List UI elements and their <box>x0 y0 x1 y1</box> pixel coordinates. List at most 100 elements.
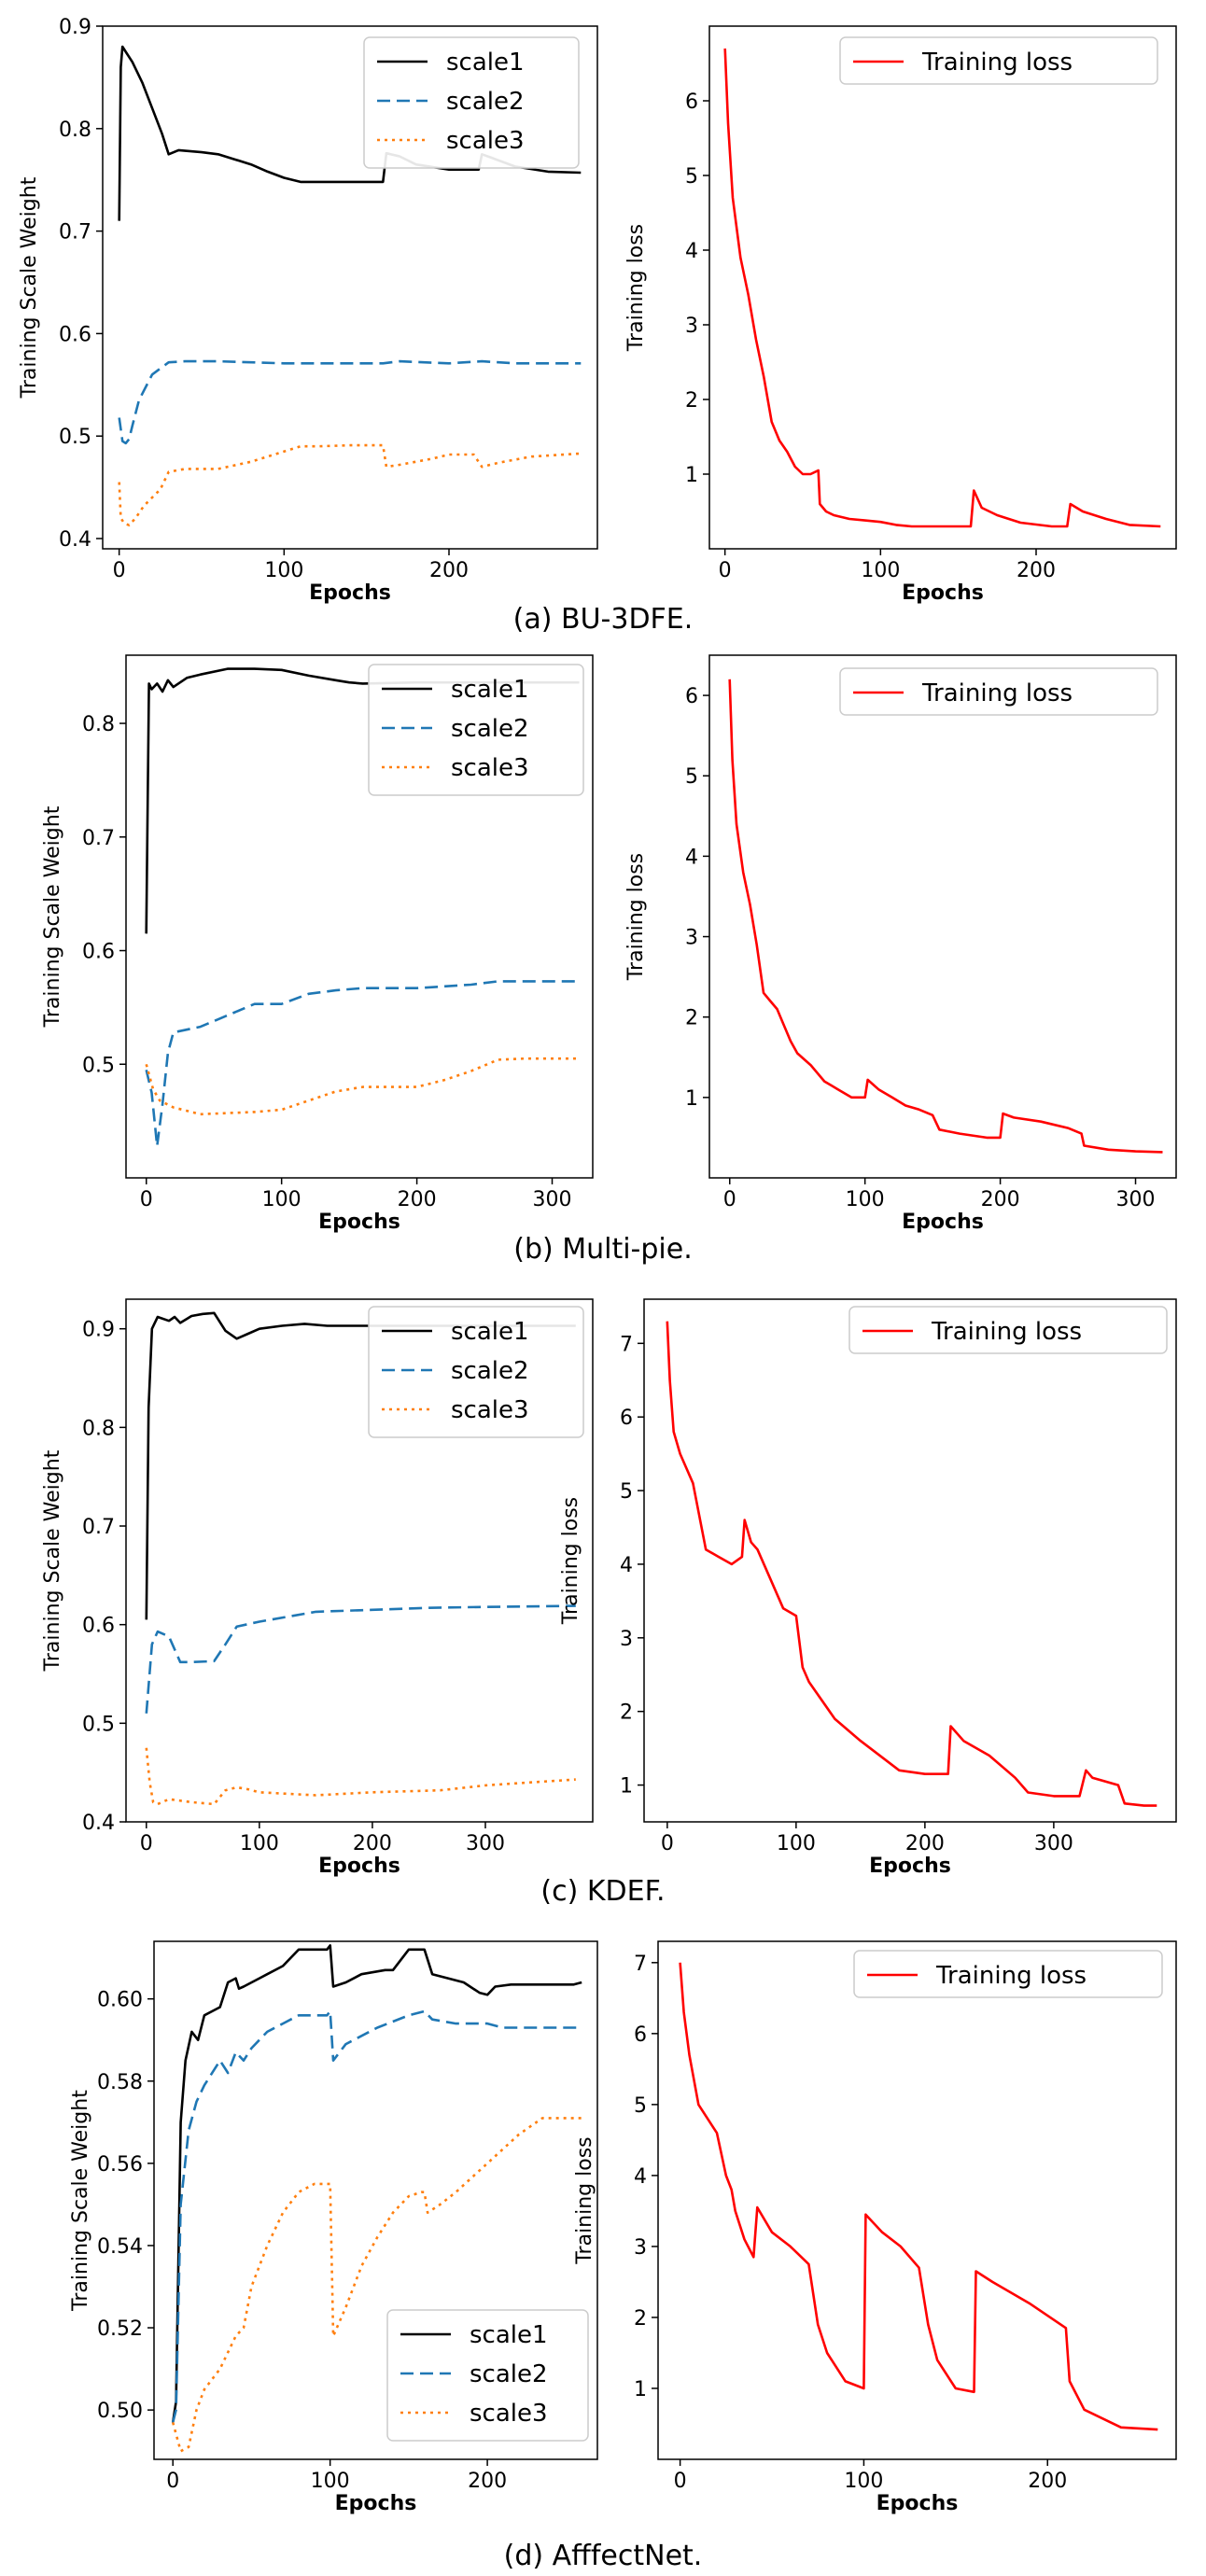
chart-panel-3: 0 100 200 300 0.5 0.6 0.7 0.8 Epochs Training Sca… <box>41 654 594 1234</box>
legend-label: scale2 <box>446 88 525 116</box>
y-tick-label: 0.9 <box>59 16 91 39</box>
y-tick-label: 0.60 <box>97 1989 143 2012</box>
legend-label: scale2 <box>451 715 529 743</box>
chart-panel-4: 0 100 200 300 1 2 3 4 5 6 Epochs Training loss Train… <box>624 654 1177 1234</box>
x-tick-label: 0 <box>113 559 126 582</box>
series-line-scale2 <box>145 1604 576 1714</box>
legend-box <box>839 667 1158 716</box>
y-tick-label: 0.58 <box>97 2071 143 2094</box>
y-tick-label: 0.8 <box>82 1417 115 1440</box>
chart-panel-6: 0 100 200 300 1 2 3 4 5 6 7 Epochs Training loss Trai… <box>559 1298 1177 1878</box>
y-tick-label: 6 <box>685 91 698 114</box>
legend-box <box>839 36 1158 85</box>
y-tick-label: 0.8 <box>82 713 115 736</box>
plot-frame <box>708 25 1177 550</box>
series-line-scale2 <box>145 980 580 1148</box>
series-line-scale3 <box>145 1057 580 1116</box>
x-tick-label: 200 <box>398 1188 437 1211</box>
y-tick-label: 0.5 <box>59 426 91 449</box>
x-tick-label: 0 <box>723 1188 736 1211</box>
series-line-training-loss <box>728 679 1163 1154</box>
legend-label: scale3 <box>470 2400 548 2428</box>
y-axis-label: Training loss <box>573 2136 596 2264</box>
x-axis-label: Epochs <box>902 1211 984 1234</box>
legend-box <box>363 36 580 169</box>
x-axis-label: Epochs <box>902 581 984 605</box>
x-tick-label: 200 <box>353 1832 392 1855</box>
series-line-scale2 <box>171 2009 582 2423</box>
legend-label: scale1 <box>451 1318 529 1346</box>
legend: scale1 scale2 scale3 <box>386 2309 589 2442</box>
x-tick-label: 200 <box>1028 2470 1067 2493</box>
y-tick-label: 0.8 <box>59 119 91 142</box>
y-tick-label: 5 <box>685 765 698 789</box>
x-axis-label: Epochs <box>309 581 391 605</box>
x-tick-label: 200 <box>1017 559 1056 582</box>
y-tick-label: 4 <box>685 846 698 869</box>
x-tick-label: 100 <box>844 2470 883 2493</box>
y-tick-label: 0.5 <box>82 1054 115 1077</box>
y-tick-label: 0.4 <box>59 528 91 552</box>
x-axis-label: Epochs <box>318 1211 400 1234</box>
y-tick-label: 0.7 <box>59 221 91 245</box>
legend-label: scale1 <box>451 676 529 704</box>
legend: scale1 scale2 scale3 <box>363 36 580 169</box>
y-tick-label: 7 <box>634 1953 647 1976</box>
legend-label: scale3 <box>451 754 529 782</box>
legend-label: scale2 <box>451 1357 529 1385</box>
x-tick-label: 0 <box>661 1832 674 1855</box>
y-tick-label: 2 <box>620 1701 633 1725</box>
x-axis-label: Epochs <box>318 1855 400 1878</box>
plot-frame <box>102 25 598 550</box>
y-axis-label: Training loss <box>624 224 648 352</box>
y-tick-label: 0.6 <box>82 941 115 964</box>
x-tick-label: 200 <box>981 1188 1020 1211</box>
y-tick-label: 4 <box>685 240 698 263</box>
x-tick-label: 100 <box>846 1188 885 1211</box>
series-line-training-loss <box>666 1321 1157 1807</box>
y-tick-label: 1 <box>685 1087 698 1111</box>
y-tick-label: 3 <box>620 1628 633 1651</box>
y-tick-label: 0.52 <box>97 2317 143 2341</box>
legend-box <box>368 664 584 796</box>
plot-frame <box>643 1298 1177 1823</box>
legend-box <box>848 1306 1168 1354</box>
caption-c: (c) KDEF. <box>540 1875 665 1908</box>
y-tick-label: 0.50 <box>97 2400 143 2423</box>
y-tick-label: 3 <box>685 927 698 950</box>
y-tick-label: 1 <box>685 464 698 487</box>
legend: scale1 scale2 scale3 <box>368 664 584 796</box>
plot-frame <box>153 1940 598 2460</box>
x-tick-label: 100 <box>861 559 900 582</box>
legend-label: scale1 <box>446 49 525 77</box>
x-tick-label: 200 <box>905 1832 945 1855</box>
x-tick-label: 0 <box>674 2470 687 2493</box>
y-tick-label: 0.6 <box>59 323 91 346</box>
legend-label: scale3 <box>451 1396 529 1424</box>
y-tick-label: 4 <box>634 2165 647 2189</box>
y-tick-label: 1 <box>634 2378 647 2401</box>
y-axis-label: Training loss <box>559 1497 582 1625</box>
series-line-scale1 <box>145 1311 576 1620</box>
y-tick-label: 6 <box>634 2023 647 2047</box>
y-tick-label: 2 <box>634 2307 647 2331</box>
legend-box <box>853 1950 1163 1998</box>
legend-box <box>368 1306 584 1438</box>
legend: Training loss <box>839 36 1158 85</box>
legend-label: Training loss <box>931 1318 1082 1346</box>
y-tick-label: 0.5 <box>82 1713 115 1736</box>
y-tick-label: 2 <box>685 389 698 413</box>
x-tick-label: 0 <box>166 2470 179 2493</box>
legend-label: Training loss <box>921 49 1073 77</box>
x-tick-label: 0 <box>140 1188 153 1211</box>
legend: Training loss <box>848 1306 1168 1354</box>
series-line-training-loss <box>723 48 1161 528</box>
y-tick-label: 5 <box>620 1480 633 1504</box>
legend-label: scale2 <box>470 2360 548 2388</box>
legend-box <box>386 2309 589 2442</box>
x-tick-label: 100 <box>264 559 303 582</box>
plot-frame <box>125 1298 594 1823</box>
x-tick-label: 0 <box>140 1832 153 1855</box>
legend: Training loss <box>839 667 1158 716</box>
series-line-training-loss <box>679 1962 1158 2431</box>
